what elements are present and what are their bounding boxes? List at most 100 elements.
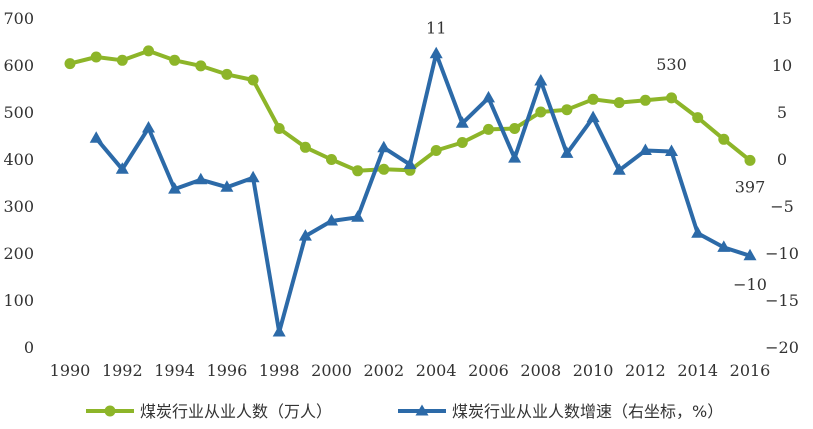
growth-point (325, 214, 338, 226)
growth-point (351, 210, 365, 222)
growth-point (691, 226, 705, 238)
left-axis-tick-label: 200 (3, 244, 34, 263)
employment-point (64, 58, 76, 70)
legend-item-growth: 煤炭行业从业人数增速（右坐标，%） (398, 402, 723, 421)
legend-marker-growth (415, 404, 429, 416)
left-axis-tick-label: 100 (3, 291, 34, 310)
employment-point (587, 93, 599, 105)
growth-point (403, 157, 417, 170)
left-axis-tick-label: 500 (3, 103, 34, 122)
employment-point (221, 68, 233, 80)
growth-point (612, 163, 626, 175)
employment-point (456, 137, 468, 148)
left-axis-tick-label: 400 (3, 150, 34, 169)
employment-point (326, 154, 337, 165)
growth-point (142, 121, 155, 133)
growth-point (220, 180, 234, 192)
growth-point (272, 325, 286, 337)
employment-point (483, 123, 494, 135)
employment-point (116, 54, 128, 66)
right-axis-tick-label: 10 (772, 56, 792, 75)
growth-point (717, 240, 731, 252)
x-axis-tick-label: 2010 (573, 361, 614, 380)
growth-point (455, 116, 469, 128)
employment-point (430, 145, 442, 156)
employment-point (561, 104, 573, 116)
growth-point (194, 172, 208, 185)
right-axis-ticks: 15 10 5 0 −5 −10 −15 −20 (765, 9, 799, 357)
legend-item-employment: 煤炭行业从业人数（万人） (86, 402, 332, 421)
growth-point (168, 182, 182, 194)
data-label: 397 (735, 177, 766, 196)
x-axis-tick-label: 2000 (311, 361, 352, 380)
left-axis-ticks: 0 100 200 300 400 500 600 700 (3, 9, 34, 357)
growth-point (586, 110, 600, 123)
growth-point (508, 151, 522, 163)
legend-label-employment: 煤炭行业从业人数（万人） (140, 402, 332, 421)
employment-point (509, 123, 521, 134)
legend-marker-employment (104, 405, 116, 417)
employment-point (143, 45, 154, 57)
employment-point (273, 123, 285, 134)
right-axis-tick-label: 0 (777, 150, 787, 169)
employment-point (666, 92, 677, 104)
employment-point (744, 154, 756, 166)
legend: 煤炭行业从业人数（万人） 煤炭行业从业人数增速（右坐标，%） (86, 402, 723, 421)
employment-point (195, 60, 207, 72)
left-axis-tick-label: 700 (3, 9, 34, 28)
right-axis-tick-label: 5 (777, 103, 787, 122)
employment-point (718, 133, 730, 145)
growth-point (665, 144, 678, 156)
series-line-growth (94, 51, 752, 334)
employment-point (90, 51, 102, 63)
series-markers (64, 45, 757, 337)
right-axis-tick-label: −20 (765, 338, 799, 357)
left-axis-tick-label: 600 (3, 56, 34, 75)
data-label: 11 (426, 19, 446, 38)
right-axis-tick-label: −15 (765, 291, 799, 310)
employment-point (247, 74, 259, 86)
growth-point (298, 229, 312, 241)
growth-point (377, 140, 391, 153)
growth-point (743, 248, 757, 261)
employment-point (692, 112, 704, 124)
x-axis-tick-label: 1998 (259, 361, 300, 380)
data-label: 530 (656, 55, 687, 74)
employment-point (378, 163, 390, 175)
annotations: 11 530 397 −10 (426, 19, 767, 294)
employment-point (299, 141, 311, 153)
right-axis-tick-label: −5 (770, 197, 794, 216)
growth-point (638, 143, 652, 155)
growth-point (560, 146, 574, 158)
x-axis-tick-label: 1996 (207, 361, 248, 380)
x-axis-tick-label: 2012 (625, 361, 666, 380)
employment-point (352, 165, 364, 177)
right-axis-tick-label: −10 (765, 244, 799, 263)
x-axis-tick-label: 1994 (154, 361, 195, 380)
employment-point (169, 54, 181, 66)
x-axis-tick-label: 1990 (50, 361, 91, 380)
x-axis-tick-label: 2006 (468, 361, 509, 380)
employment-point (639, 94, 651, 106)
x-axis-tick-label: 1992 (102, 361, 143, 380)
x-axis-tick-label: 2004 (416, 361, 457, 380)
x-axis-tick-label: 2016 (730, 361, 771, 380)
left-axis-tick-label: 0 (24, 338, 34, 357)
growth-point (482, 90, 495, 103)
left-axis-tick-label: 300 (3, 197, 34, 216)
right-axis-tick-label: 15 (772, 9, 792, 28)
growth-point (89, 131, 103, 143)
employment-point (535, 106, 547, 118)
x-axis-tick-label: 2014 (677, 361, 718, 380)
growth-point (115, 162, 129, 174)
x-axis-tick-label: 2008 (520, 361, 561, 380)
legend-label-growth: 煤炭行业从业人数增速（右坐标，%） (452, 402, 723, 421)
growth-point (534, 74, 548, 86)
employment-point (613, 97, 625, 109)
growth-point (429, 46, 443, 59)
data-label: −10 (733, 275, 767, 294)
x-axis-tick-label: 2002 (363, 361, 404, 380)
growth-point (246, 170, 260, 183)
x-axis-ticks: 1990 1992 1994 1996 1998 2000 2002 2004 2006 2008… (50, 361, 771, 380)
